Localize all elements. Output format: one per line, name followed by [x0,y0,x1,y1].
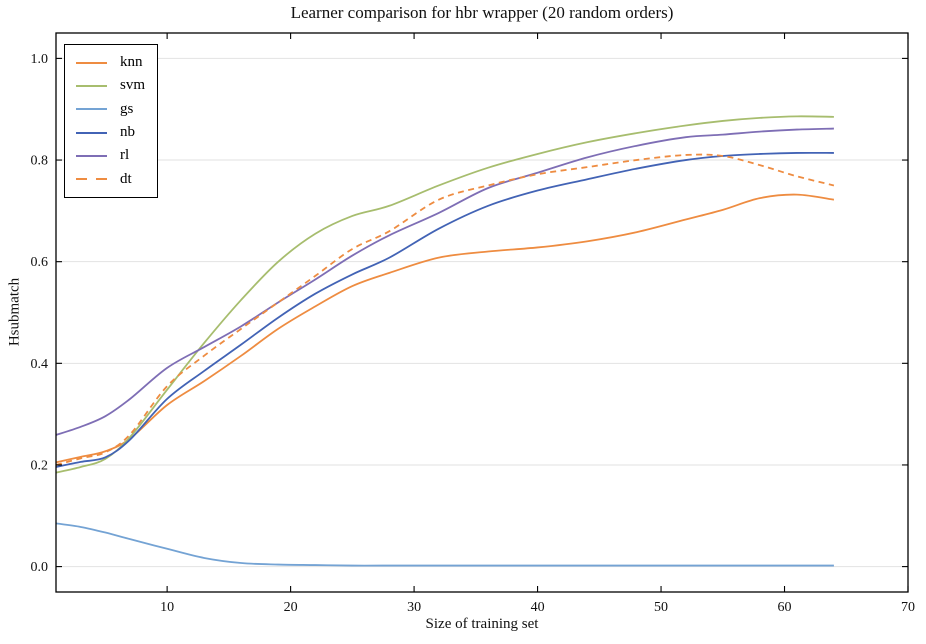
x-tick-label: 40 [531,600,545,615]
x-tick-label: 20 [284,600,298,615]
gridlines [57,57,907,568]
x-tick-label: 30 [407,600,421,615]
y-tick-label: 0.4 [31,357,49,372]
legend-item-nb: nb [76,125,151,140]
series-line-dt [55,153,835,466]
y-tick-label: 0.8 [31,154,49,169]
legend-label-gs: gs [120,100,134,117]
series-line-nb [55,151,834,468]
series-lines [55,115,835,567]
legend-item-gs: gs [76,100,151,117]
x-tick-label: 50 [654,600,668,615]
tick-marks [56,33,909,592]
legend: knn svm gs nb rl dt [64,44,158,198]
tick-labels: 10 20 30 40 50 60 70 0.0 0.2 0.4 0.6 0.8 1.0 [31,52,916,615]
series-line-rl [55,127,834,436]
series-line-knn [55,193,835,464]
series-line-svm [55,115,834,474]
legend-item-svm: svm [76,78,151,93]
legend-line-sample-gs [76,108,107,111]
series-line-gs [55,522,834,567]
y-tick-label: 0.2 [31,458,49,473]
legend-item-dt: dt [76,170,151,187]
legend-item-rl: rl [76,148,151,163]
legend-line-sample-svm [76,84,107,87]
legend-line-sample-knn [76,61,107,64]
y-tick-label: 0.0 [31,560,49,575]
x-tick-label: 60 [778,600,792,615]
chart-title: Learner comparison for hbr wrapper (20 r… [290,3,674,22]
plot-frame [55,32,909,593]
y-axis-label: Hsubmatch [6,277,23,347]
legend-label-rl: rl [120,147,130,164]
legend-label-knn: knn [120,54,143,71]
legend-label-svm: svm [120,77,146,94]
legend-line-sample-rl [76,154,107,157]
legend-line-sample-dt [76,178,107,181]
y-tick-label: 0.6 [31,255,49,270]
legend-item-knn: knn [76,55,151,70]
legend-line-sample-nb [76,131,107,134]
legend-label-dt: dt [120,170,132,187]
y-tick-label: 1.0 [31,52,49,67]
x-axis-label: Size of training set [425,616,539,632]
x-tick-label: 10 [160,600,174,615]
x-tick-label: 70 [901,600,915,615]
legend-label-nb: nb [120,124,135,141]
